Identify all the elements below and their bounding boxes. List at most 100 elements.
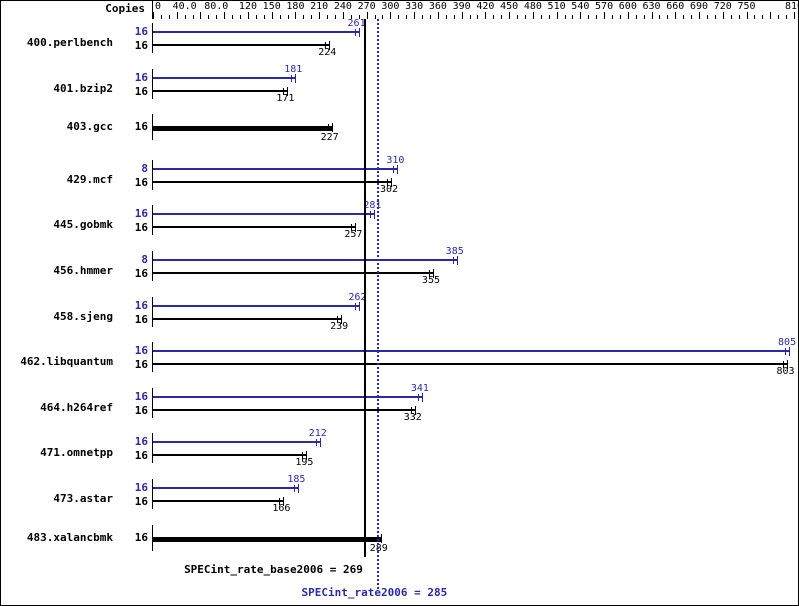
bar-end-cap (397, 164, 399, 174)
bar-peak (153, 73, 297, 83)
copies-value-peak: 16 (134, 481, 148, 494)
row-origin-bracket (152, 296, 153, 327)
bar-value-label: 262 (348, 291, 367, 303)
x-axis-minor-tick (548, 15, 550, 19)
x-axis-major-tick (200, 12, 202, 19)
bar-value-label: 227 (320, 132, 339, 144)
copies-value-base: 16 (134, 221, 148, 235)
bar-stem (153, 536, 382, 542)
x-axis-minor-tick (691, 15, 693, 19)
bar-value-label: 181 (284, 63, 303, 75)
x-axis-minor-tick (540, 15, 542, 19)
x-axis-tick-label: 270 (357, 1, 376, 12)
copies-value-peak: 16 (134, 435, 148, 449)
row-origin-bracket (152, 479, 153, 509)
x-axis-major-tick (532, 12, 534, 19)
x-axis-tick-label: 360 (428, 1, 447, 12)
x-axis-major-tick (366, 12, 368, 19)
x-axis-tick-label: 420 (476, 1, 495, 12)
bar-base (153, 360, 789, 370)
x-axis-minor-tick (358, 15, 360, 19)
bar-value-label: 195 (295, 457, 314, 469)
x-axis-major-tick (224, 12, 226, 19)
benchmark-name-464-h264ref: 464.h264ref (40, 400, 113, 414)
bar-base (153, 451, 308, 461)
x-axis-tick-label: 570 (595, 1, 614, 12)
copies-value-base: 16 (134, 495, 148, 508)
bar-inner-cap (386, 178, 388, 186)
bar-stem (153, 31, 360, 33)
x-axis-major-tick (509, 12, 511, 19)
bar-peak (153, 164, 399, 174)
benchmark-name-483-xalancbmk: 483.xalancbmk (26, 530, 113, 544)
x-axis-tick-label: 690 (690, 1, 709, 12)
x-axis-minor-tick (255, 15, 257, 19)
bar-stem (153, 213, 376, 216)
copies-value-peak: 8 (141, 253, 148, 266)
bar-stem (153, 76, 297, 79)
bar-base (153, 223, 357, 233)
bar-end-cap (331, 123, 333, 133)
copies-value-peak: 16 (134, 389, 148, 403)
x-axis-minor-tick (406, 15, 408, 19)
bar-end-cap (298, 484, 300, 493)
bar-end-cap (306, 451, 308, 461)
x-axis-major-tick (746, 12, 748, 19)
x-axis-major-tick (153, 12, 154, 19)
bar-value-label: 224 (318, 47, 337, 58)
x-axis-minor-tick (184, 15, 186, 19)
bar-end-cap (341, 314, 343, 324)
copies-value-base: 16 (134, 175, 148, 189)
x-axis-minor-tick (706, 15, 708, 19)
bar-end-cap (319, 438, 321, 448)
x-axis-minor-tick (738, 15, 740, 19)
reference-line-peak (376, 19, 379, 589)
bar-stem (153, 317, 343, 320)
x-axis-minor-tick (493, 15, 495, 19)
x-axis-major-tick (485, 12, 487, 19)
x-axis-tick-label: 120 (238, 1, 257, 12)
x-axis-major-tick (627, 12, 629, 19)
x-axis-minor-tick (303, 15, 305, 19)
x-axis-major-tick (176, 12, 178, 19)
x-axis-minor-tick (232, 15, 234, 19)
copies-value-base: 16 (134, 403, 148, 417)
x-axis-tick-label: 180 (286, 1, 305, 12)
x-axis-tick-label: 600 (618, 1, 637, 12)
bar-value-label: 332 (403, 411, 422, 423)
bar-stem (153, 272, 434, 274)
x-axis-minor-tick (667, 15, 669, 19)
bar-base (153, 177, 392, 187)
x-axis-minor-tick (596, 15, 598, 19)
x-axis-minor-tick (469, 15, 471, 19)
copies-value-base: 16 (134, 312, 148, 326)
x-axis-minor-tick (762, 15, 764, 19)
bar-end-cap (432, 269, 434, 278)
x-axis-minor-tick (422, 15, 424, 19)
bar-end-cap (414, 405, 416, 415)
bar-inner-cap (302, 452, 304, 460)
bar-end-cap (295, 73, 297, 83)
x-axis-major-tick (770, 12, 772, 19)
bar-value-label: 289 (369, 542, 388, 554)
bar-inner-cap (354, 29, 356, 36)
copies-value-base: 16 (134, 120, 148, 134)
x-axis-major-tick (722, 12, 724, 19)
x-axis-minor-tick (374, 15, 376, 19)
copies-value-peak: 16 (134, 207, 148, 221)
bar-inner-cap (355, 302, 357, 310)
bar-inner-cap (393, 165, 395, 173)
copies-value-peak: 16 (134, 25, 148, 38)
x-axis-tick-label: 150 (262, 1, 281, 12)
bar-base (153, 269, 434, 278)
bar-inner-cap (428, 270, 430, 277)
row-origin-bracket (152, 159, 153, 190)
bar-single (153, 123, 333, 133)
benchmark-name-445-gobmk: 445.gobmk (53, 218, 113, 232)
x-axis-minor-tick (445, 15, 447, 19)
x-axis-minor-tick (635, 15, 637, 19)
row-origin-bracket (152, 524, 153, 551)
x-axis-minor-tick (335, 15, 336, 19)
bar-inner-cap (783, 361, 785, 369)
x-axis-minor-tick (453, 15, 455, 19)
